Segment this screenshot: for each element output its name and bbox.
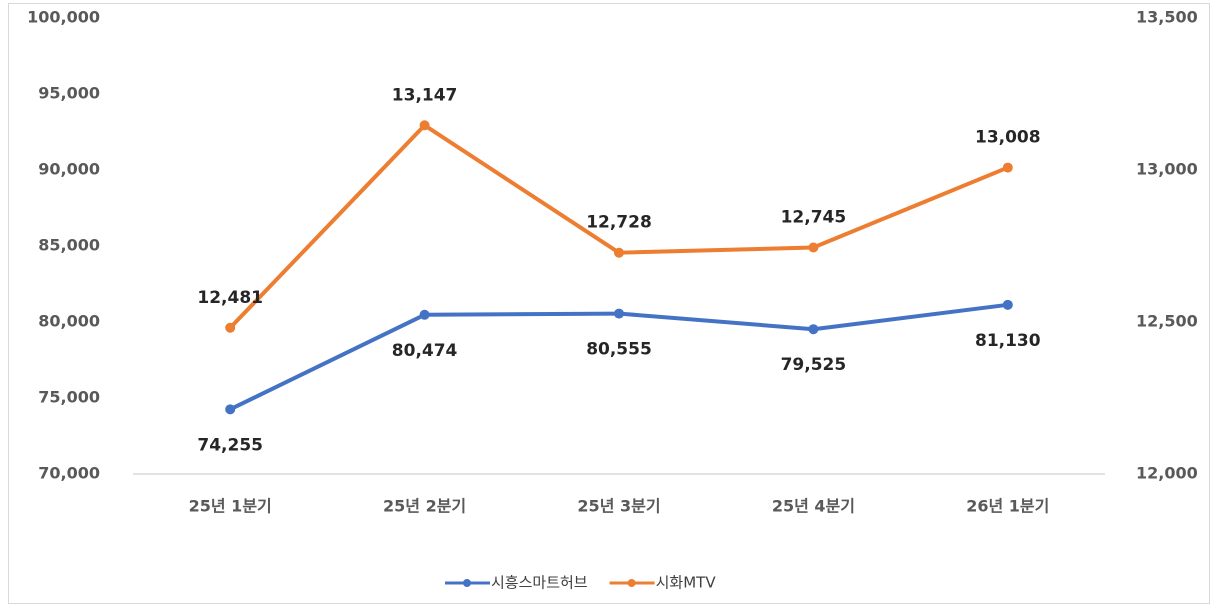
legend-label: 시흥스마트허브 bbox=[491, 574, 588, 592]
y2-tick-label: 12,000 bbox=[1136, 464, 1198, 483]
legend-marker bbox=[463, 579, 471, 587]
data-label: 79,525 bbox=[781, 355, 847, 375]
data-label: 12,728 bbox=[586, 213, 652, 233]
y2-tick-label: 13,000 bbox=[1136, 160, 1198, 179]
x-tick-label: 26년 1분기 bbox=[966, 497, 1049, 516]
x-tick-label: 25년 4분기 bbox=[772, 497, 855, 516]
y-tick-label: 90,000 bbox=[38, 160, 100, 179]
point bbox=[614, 247, 624, 258]
data-label: 12,745 bbox=[781, 208, 847, 228]
data-label: 13,147 bbox=[392, 85, 458, 105]
point bbox=[419, 309, 430, 320]
point bbox=[1002, 299, 1013, 310]
legend-marker bbox=[627, 579, 636, 587]
point bbox=[614, 308, 624, 319]
point bbox=[225, 404, 236, 415]
y2-tick-label: 12,500 bbox=[1136, 312, 1198, 331]
point bbox=[225, 322, 236, 333]
y2-tick-label: 13,500 bbox=[1136, 8, 1198, 27]
point bbox=[1002, 162, 1013, 173]
y-tick-label: 85,000 bbox=[38, 236, 100, 255]
y-tick-label: 100,000 bbox=[27, 8, 100, 27]
data-label: 80,555 bbox=[586, 340, 652, 360]
point bbox=[808, 324, 819, 335]
data-label: 80,474 bbox=[392, 341, 458, 361]
data-label: 13,008 bbox=[975, 128, 1041, 148]
x-tick-label: 25년 2분기 bbox=[383, 497, 466, 516]
data-label: 81,130 bbox=[975, 331, 1041, 351]
y-tick-label: 70,000 bbox=[38, 464, 100, 483]
data-label: 12,481 bbox=[197, 288, 263, 308]
point bbox=[419, 120, 430, 131]
point bbox=[808, 242, 819, 253]
x-tick-label: 25년 1분기 bbox=[189, 497, 272, 516]
data-label: 74,255 bbox=[197, 435, 263, 455]
legend-label: 시화MTV bbox=[656, 574, 717, 592]
y-tick-label: 80,000 bbox=[38, 312, 100, 331]
y-tick-label: 95,000 bbox=[38, 84, 100, 103]
y-tick-label: 75,000 bbox=[38, 388, 100, 407]
x-tick-label: 25년 3분기 bbox=[577, 497, 660, 516]
